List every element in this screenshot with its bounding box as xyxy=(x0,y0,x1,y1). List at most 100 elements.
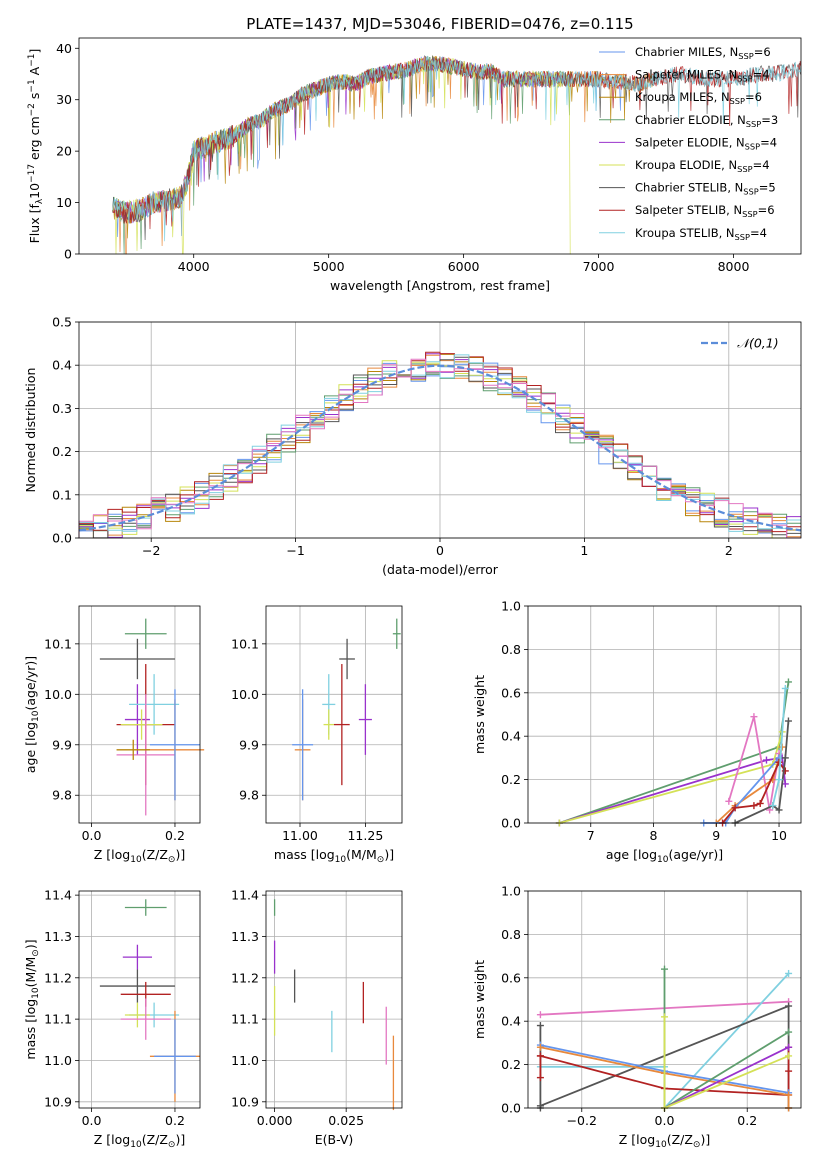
y-tick-label: 0.6 xyxy=(501,970,521,985)
label-segment: ⊙ xyxy=(693,1140,701,1150)
x-tick-label: 4000 xyxy=(178,259,210,274)
plus-marker xyxy=(775,806,783,814)
y-tick-label: 10.9 xyxy=(231,1094,259,1109)
label-segment: )] xyxy=(23,939,38,949)
errorbar-point xyxy=(358,684,372,755)
label-segment: Kroupa MILES, N xyxy=(635,90,730,104)
spectrum-panel: 4000 5000 6000 7000 8000 0 10 20 30 40 wavelength … xyxy=(27,37,802,293)
y-tick-label: 0.8 xyxy=(501,927,521,942)
plus-marker xyxy=(762,756,770,764)
plus-marker xyxy=(536,1011,544,1019)
legend-label: Kroupa ELODIE, NSSP=4 xyxy=(635,158,770,174)
y-tick-label: 0.4 xyxy=(501,729,521,744)
y-tick-label: 1.0 xyxy=(501,884,521,899)
label-segment: =4 xyxy=(753,158,770,172)
axes-frame xyxy=(78,890,201,1109)
axes-frame xyxy=(78,37,802,255)
label-segment: SSP xyxy=(746,119,761,129)
label-segment: =5 xyxy=(759,181,776,195)
y-tick-label: 0.4 xyxy=(52,358,72,373)
x-tick-label: 7 xyxy=(587,828,595,843)
gaussian-curve xyxy=(78,364,802,532)
label-segment: )] xyxy=(384,847,394,862)
label-segment: ] xyxy=(27,49,42,54)
x-axis-label: (data-model)/error xyxy=(382,562,499,577)
y-tick-label: 10.0 xyxy=(231,687,259,702)
x-axis-label: Z [log10(Z/Z⊙)] xyxy=(94,847,185,865)
plus-marker xyxy=(785,1067,793,1075)
axes-frame xyxy=(265,605,403,824)
mass-vs-Z-frame: 0.0 0.210.911.011.111.211.311.4Z [log10(Z… xyxy=(23,888,201,1150)
y-tick-label: 0.8 xyxy=(501,642,521,657)
y-tick-label: 0 xyxy=(64,247,72,262)
y-tick-label: 10 xyxy=(56,195,72,210)
label-segment: mass [log xyxy=(274,847,335,862)
y-tick-label: 9.9 xyxy=(239,737,259,752)
label-segment: mass weight xyxy=(472,960,487,1039)
legend-label: Salpeter STELIB, NSSP=6 xyxy=(635,203,775,219)
legend-label: Salpeter ELODIE, NSSP=4 xyxy=(635,135,777,151)
plus-marker xyxy=(784,678,792,686)
errorbar-point xyxy=(154,1019,196,1094)
errorbar-point xyxy=(334,664,350,786)
label-segment: Chabrier ELODIE, N xyxy=(635,113,746,127)
x-tick-label: 0.2 xyxy=(165,828,185,843)
age-vs-Z-panel: 0.0 0.29.89.910.010.1Z [log10(Z/Z⊙)]age [… xyxy=(23,605,205,865)
x-tick-label: 11.00 xyxy=(282,828,318,843)
plus-marker xyxy=(731,804,739,812)
x-axis-label: wavelength [Angstrom, rest frame] xyxy=(330,278,550,293)
plus-marker xyxy=(661,1013,668,1021)
label-segment: (age/yr)] xyxy=(668,847,723,862)
label-segment: SSP xyxy=(737,164,752,174)
label-segment: 10 xyxy=(130,1140,142,1150)
label-segment: λ xyxy=(35,198,45,204)
label-segment: (Z/Z xyxy=(142,847,168,862)
plus-marker xyxy=(785,1091,793,1099)
plus-marker xyxy=(661,965,668,973)
legend-label: Kroupa MILES, NSSP=6 xyxy=(635,90,762,106)
x-tick-label: 0 xyxy=(436,543,444,558)
x-tick-label: 7000 xyxy=(583,259,615,274)
label-segment: Chabrier STELIB, N xyxy=(635,181,743,195)
label-segment: Kroupa STELIB, N xyxy=(635,226,735,240)
plus-marker xyxy=(536,1043,544,1051)
y-tick-label: 30 xyxy=(56,92,72,107)
label-segment: age [log xyxy=(606,847,657,862)
y-tick-label: 11.1 xyxy=(231,1012,259,1027)
label-segment: (M/M xyxy=(346,847,377,862)
label-segment: =4 xyxy=(750,226,767,240)
x-tick-label: −2 xyxy=(142,543,160,558)
x-tick-label: 8 xyxy=(650,828,658,843)
errorbar-point xyxy=(392,618,401,649)
y-tick-label: 0.0 xyxy=(501,1101,521,1116)
y-tick-label: 11.4 xyxy=(231,888,259,903)
y-tick-label: 9.9 xyxy=(52,737,72,752)
plus-marker xyxy=(785,1052,793,1060)
x-tick-label: −1 xyxy=(286,543,304,558)
errorbar-point xyxy=(124,899,167,916)
x-tick-label: 10 xyxy=(771,828,787,843)
label-segment: −2 xyxy=(27,103,37,116)
label-segment: =6 xyxy=(754,45,771,59)
y-tick-label: 10.1 xyxy=(231,636,259,651)
legend-label: 𝒩(0,1) xyxy=(737,336,779,351)
label-segment: )] xyxy=(700,1132,710,1147)
plus-marker xyxy=(769,802,777,810)
x-tick-label: 0.0 xyxy=(655,1113,675,1128)
x-axis-label: Z [log10(Z/Z⊙)] xyxy=(94,1132,185,1150)
y-tick-label: 10.1 xyxy=(44,636,72,651)
plus-marker xyxy=(725,797,733,805)
y-axis-label: mass [log10(M/M⊙)] xyxy=(23,939,41,1059)
y-axis-label: Normed distribution xyxy=(23,368,38,493)
y-axis-label: mass weight xyxy=(472,960,487,1039)
label-segment: ⊙ xyxy=(168,855,176,865)
label-segment: (age/yr)] xyxy=(23,656,38,711)
label-segment: 10 xyxy=(655,1140,667,1150)
label-segment: Salpeter STELIB, N xyxy=(635,203,742,217)
plus-marker xyxy=(775,776,783,784)
y-tick-label: 0.0 xyxy=(501,816,521,831)
y-tick-label: 40 xyxy=(56,41,72,56)
label-segment: −1 xyxy=(27,79,37,92)
